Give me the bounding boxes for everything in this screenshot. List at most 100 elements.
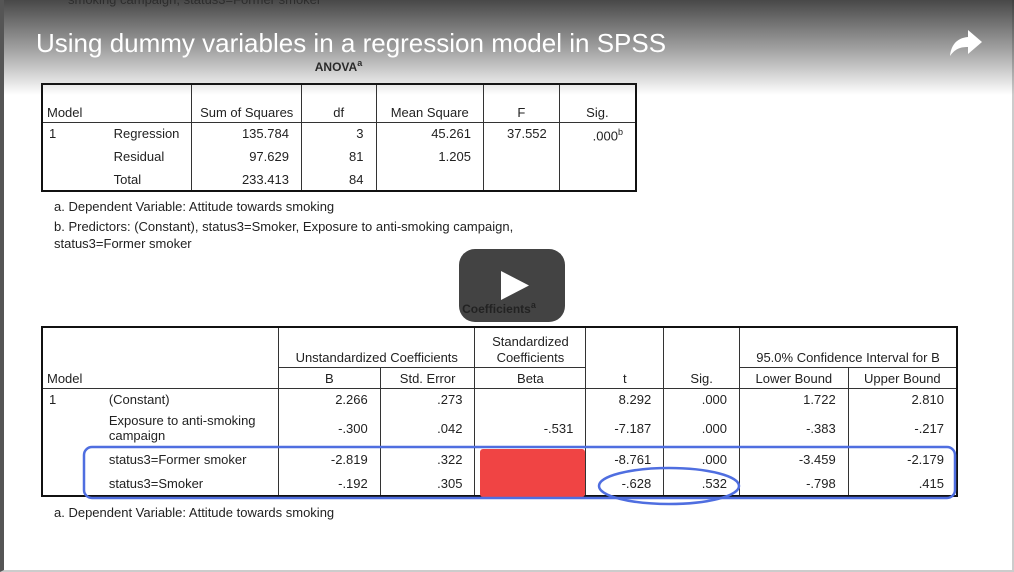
F: 37.552 xyxy=(507,126,547,142)
df: 84 xyxy=(349,171,364,187)
header-row: B Std. Error Beta Lower Bound Upper Bound xyxy=(42,366,958,389)
row-label: status3=Smoker xyxy=(96,472,279,496)
footnote: a. Dependent Variable: Attitude towards … xyxy=(54,505,335,520)
video-title[interactable]: Using dummy variables in a regression mo… xyxy=(36,28,667,58)
sum-of-squares: 135.784 xyxy=(241,126,289,142)
footnote: b. Predictors: (Constant), status3=Smoke… xyxy=(54,219,514,251)
t: -8.761 xyxy=(614,451,652,467)
value-cell: 37.552 xyxy=(482,122,560,145)
title-bar: Using dummy variables in a regression mo… xyxy=(4,0,1014,95)
value-cell: 2.810 xyxy=(847,388,958,410)
upper: .415 xyxy=(918,476,944,491)
column-header: Std. Error xyxy=(379,366,476,389)
table-row: 1 Regression 135.784 3 45.261 37.552 .000b xyxy=(41,122,637,145)
t: -7.187 xyxy=(614,420,652,436)
std-error: .042 xyxy=(437,420,463,436)
table-row: status3=Smoker -.192 .305 -.628 .532 -.798 .41… xyxy=(41,472,958,496)
t: -.628 xyxy=(621,476,652,491)
value-cell: -.192 xyxy=(278,472,381,496)
coefficients-table: Model Unstandardized Coefficients Standard… xyxy=(41,326,958,497)
B: -2.819 xyxy=(330,451,368,467)
group-header: Unstandardized Coefficients xyxy=(277,326,476,368)
column-header: Sig. xyxy=(663,326,741,389)
table-row: 1 (Constant) 2.266 .273 8.292 .000 1.722 2.810 xyxy=(41,388,958,410)
column-header: B xyxy=(278,366,381,389)
std-error: .322 xyxy=(437,451,463,467)
share-icon xyxy=(950,30,982,56)
value-cell: 135.784 xyxy=(191,122,302,145)
value-cell xyxy=(474,388,587,410)
highlight-ellipse xyxy=(597,466,741,506)
value-cell: -2.179 xyxy=(847,446,958,472)
model-cell xyxy=(41,446,97,472)
play-button[interactable] xyxy=(459,249,565,322)
sig: .000 xyxy=(701,391,728,407)
B: -.192 xyxy=(338,476,368,491)
value-cell: -.798 xyxy=(739,472,849,496)
highlight-rows xyxy=(82,445,957,500)
value-cell: 233.413 xyxy=(191,168,302,191)
value-cell: .273 xyxy=(379,388,476,410)
row-label: Regression xyxy=(101,122,193,145)
value-cell xyxy=(482,145,560,168)
B: 2.266 xyxy=(335,391,368,407)
model-cell xyxy=(41,145,102,168)
value-cell: 1.205 xyxy=(375,145,484,168)
model-cell xyxy=(41,472,97,496)
value-cell: -2.819 xyxy=(278,446,381,472)
value-cell: 45.261 xyxy=(375,122,484,145)
value-cell xyxy=(558,145,637,168)
value-cell: -.531 xyxy=(474,410,587,446)
upper: -2.179 xyxy=(907,451,944,467)
lower: -.798 xyxy=(806,476,836,491)
lower: -.383 xyxy=(806,420,836,436)
value-cell: .322 xyxy=(379,446,476,472)
beta: -.531 xyxy=(543,420,574,436)
lower: 1.722 xyxy=(803,391,836,407)
value-cell: 2.266 xyxy=(278,388,381,410)
value-cell: .305 xyxy=(379,472,476,496)
column-header: Lower Bound xyxy=(739,366,849,389)
footnote: a. Dependent Variable: Attitude towards … xyxy=(54,199,335,214)
model-cell: 1 xyxy=(41,122,102,145)
value-cell xyxy=(558,168,637,191)
row-label: Residual xyxy=(101,145,193,168)
value-cell: -.628 xyxy=(585,472,665,496)
sig: .000 xyxy=(701,451,728,467)
value-cell: .000b xyxy=(558,122,637,145)
value-cell: .000 xyxy=(663,388,741,410)
value-cell: .415 xyxy=(847,472,958,496)
column-header: Beta xyxy=(474,366,587,389)
sum-of-squares: 233.413 xyxy=(241,171,289,187)
t: 8.292 xyxy=(618,391,652,407)
value-cell: -3.459 xyxy=(739,446,849,472)
model-cell xyxy=(41,168,102,191)
upper: -.217 xyxy=(914,420,944,436)
value-cell: 1.722 xyxy=(739,388,849,410)
df: 81 xyxy=(349,149,364,164)
value-cell: -.383 xyxy=(739,410,849,446)
mean-square: 1.205 xyxy=(438,149,471,164)
row-label: (Constant) xyxy=(96,388,279,410)
row-label: Total xyxy=(101,168,193,191)
value-cell: .042 xyxy=(379,410,476,446)
column-header: Upper Bound xyxy=(847,366,958,389)
value-cell: -.217 xyxy=(847,410,958,446)
group-header: 95.0% Confidence Interval for B xyxy=(739,326,958,368)
value-cell: -.300 xyxy=(278,410,381,446)
column-header: t xyxy=(585,326,665,389)
lower: -3.459 xyxy=(798,451,836,467)
sig-note: b xyxy=(617,126,623,137)
annotations xyxy=(82,445,957,506)
group-header: Standardized Coefficients xyxy=(474,326,587,368)
B: -.300 xyxy=(338,420,368,436)
table-row: Total 233.413 84 xyxy=(41,168,637,191)
value-cell: .000 xyxy=(663,410,741,446)
row-label: Exposure to anti-smoking campaign xyxy=(96,410,279,446)
sig: .000 xyxy=(592,127,618,143)
value-cell: 8.292 xyxy=(585,388,665,410)
share-button[interactable] xyxy=(948,28,984,60)
value-cell: -7.187 xyxy=(585,410,665,446)
upper: 2.810 xyxy=(911,391,944,407)
